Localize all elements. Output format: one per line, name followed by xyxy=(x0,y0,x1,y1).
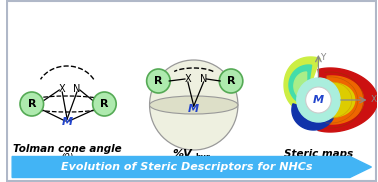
Circle shape xyxy=(297,78,340,122)
FancyArrow shape xyxy=(12,157,372,177)
Text: M: M xyxy=(313,95,324,105)
Text: bur: bur xyxy=(196,153,211,161)
Text: Steric maps: Steric maps xyxy=(284,149,353,159)
Text: N: N xyxy=(73,84,81,94)
Polygon shape xyxy=(284,57,320,113)
Text: R: R xyxy=(154,76,163,86)
Text: N: N xyxy=(200,74,207,84)
Text: Y: Y xyxy=(321,53,326,62)
Text: R: R xyxy=(28,99,36,109)
Text: M: M xyxy=(62,117,73,127)
Text: Evolution of Steric Descriptors for NHCs: Evolution of Steric Descriptors for NHCs xyxy=(61,162,313,172)
Circle shape xyxy=(150,60,238,150)
Text: R: R xyxy=(100,99,108,109)
Circle shape xyxy=(93,92,116,116)
Text: (θ): (θ) xyxy=(60,153,74,163)
Text: R: R xyxy=(227,76,235,86)
Polygon shape xyxy=(294,72,307,100)
Ellipse shape xyxy=(150,96,238,114)
Text: X: X xyxy=(370,96,376,104)
Circle shape xyxy=(219,69,243,93)
Polygon shape xyxy=(326,76,364,124)
Text: X: X xyxy=(184,74,191,84)
Polygon shape xyxy=(289,65,311,105)
Circle shape xyxy=(147,69,170,93)
FancyBboxPatch shape xyxy=(7,1,376,181)
Text: Tolman cone angle: Tolman cone angle xyxy=(13,144,121,154)
Polygon shape xyxy=(328,83,355,117)
Circle shape xyxy=(20,92,43,116)
Polygon shape xyxy=(292,104,334,130)
Circle shape xyxy=(306,87,331,113)
Text: M: M xyxy=(188,104,199,114)
Text: %V: %V xyxy=(172,149,192,159)
Text: X: X xyxy=(59,84,65,94)
Polygon shape xyxy=(318,68,378,132)
